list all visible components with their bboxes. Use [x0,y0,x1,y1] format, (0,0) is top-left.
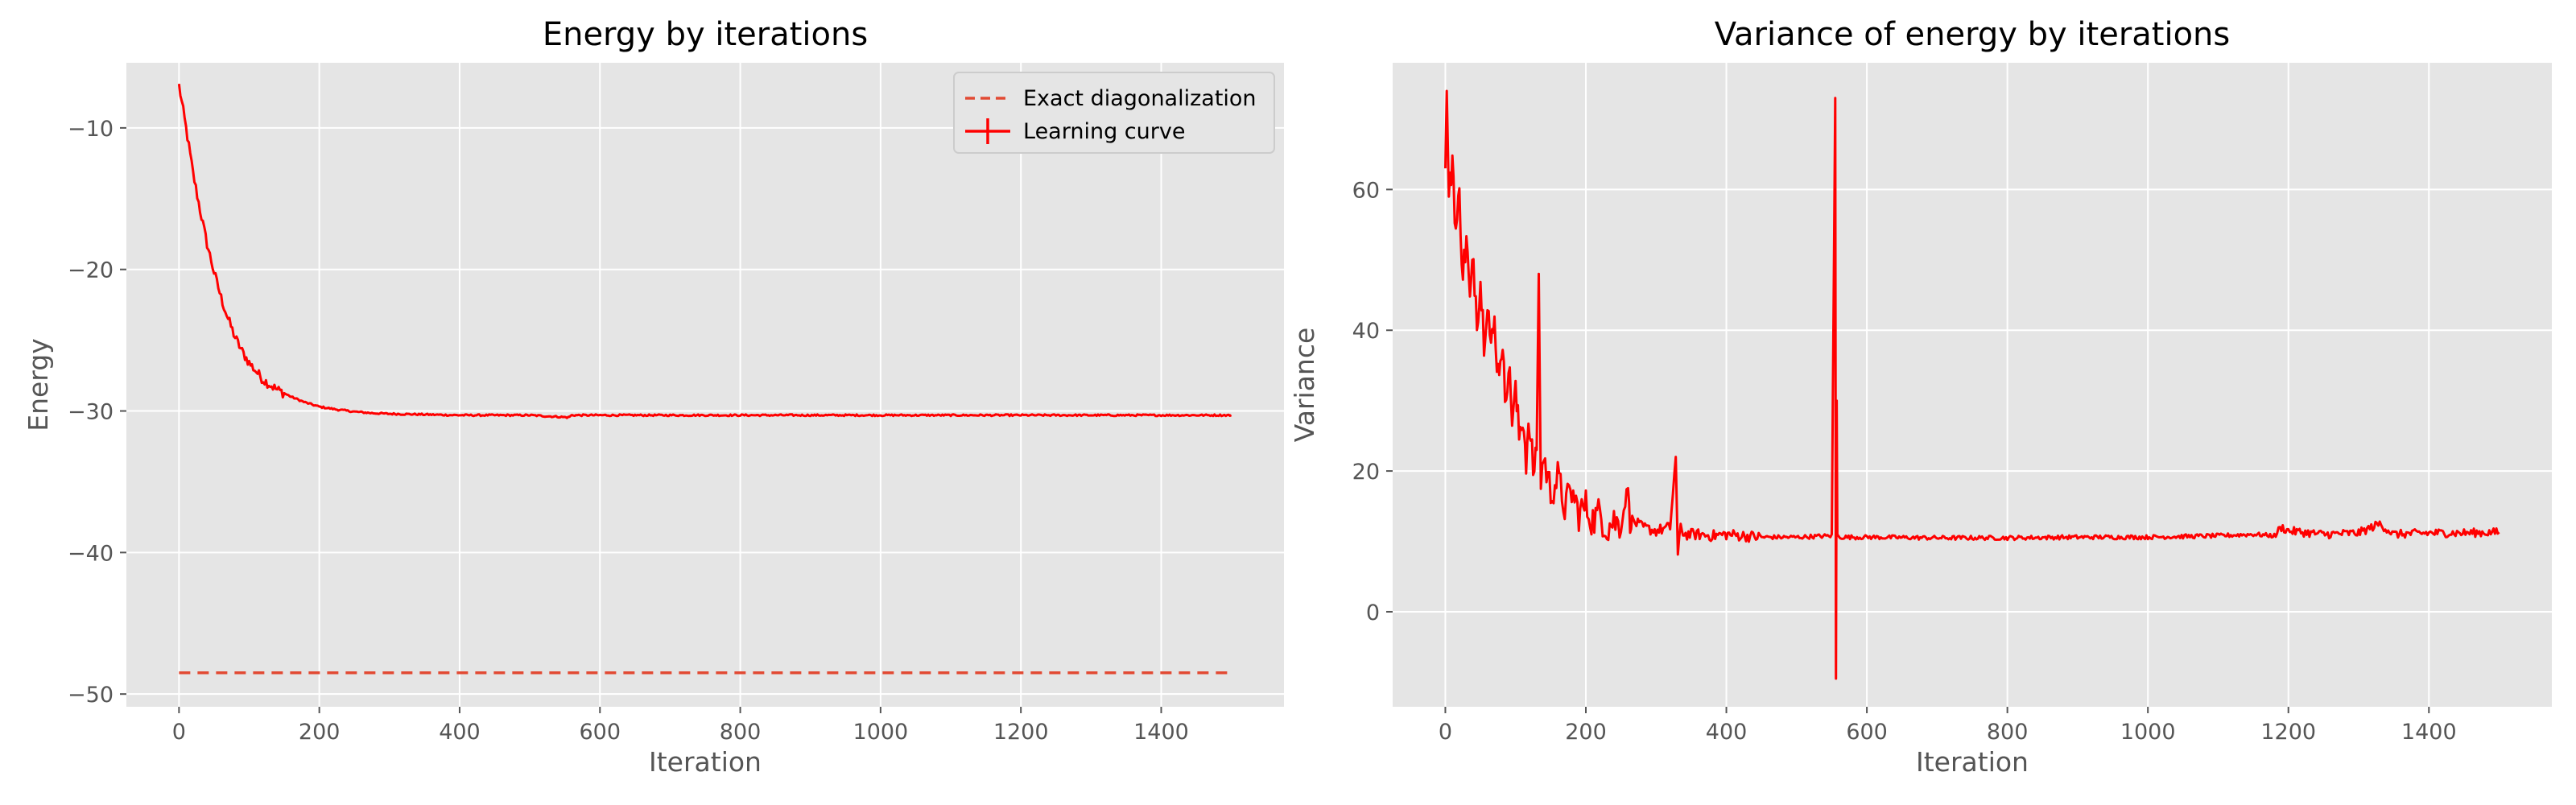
x-tick-label: 200 [299,720,341,745]
series-variance-line [1444,89,2500,680]
x-tick-label: 1000 [2120,720,2176,745]
x-tick-label: 1400 [2401,720,2457,745]
x-tick-label: 0 [1439,720,1452,745]
x-axis-label: Iteration [1916,746,2029,778]
chart-panel-1: 0 200 400 600 800 1000 1200 1400 −10 −20 −30 −40 −50… [23,16,1284,778]
y-tick-label: −20 [68,258,114,283]
x-tick-label: 800 [720,720,762,745]
y-tick-label: −30 [68,400,114,425]
legend: Exact diagonalization Learning curve [953,72,1275,154]
x-tick-label: 1000 [853,720,909,745]
plot-background [126,63,1284,707]
y-axis-label: Energy [23,338,54,431]
y-tick-label: −40 [68,541,114,566]
x-tick-label: 400 [1706,720,1748,745]
x-tick-label: 600 [579,720,621,745]
x-tick-label: 400 [439,720,481,745]
legend-box [953,72,1275,154]
x-tick-label: 1400 [1133,720,1189,745]
y-tick-label: −50 [68,683,114,708]
x-axis-label: Iteration [649,746,762,778]
legend-learning-curve-label: Learning curve [1023,119,1185,144]
y-tick-label: −10 [68,117,114,142]
x-tick-label: 600 [1846,720,1888,745]
y-tick-label: 60 [1352,178,1380,203]
chart-title: Energy by iterations [543,16,868,53]
series-learning-curve-line [177,84,1232,419]
y-tick-label: 40 [1352,319,1380,344]
x-tick-label: 0 [172,720,186,745]
x-tick-label: 200 [1565,720,1607,745]
chart-title: Variance of energy by iterations [1715,16,2230,53]
x-tick-label: 1200 [2260,720,2316,745]
plot-background [1393,63,2552,707]
chart-panel-2: 0 200 400 600 800 1000 1200 1400 0 20 40 60 Variance… [1289,16,2552,778]
x-tick-label: 800 [1987,720,2029,745]
y-tick-label: 0 [1366,601,1380,625]
legend-exact-diagonalization-label: Exact diagonalization [1023,86,1257,111]
y-tick-label: 20 [1352,460,1380,485]
y-axis-label: Variance [1289,328,1320,443]
x-tick-label: 1200 [993,720,1049,745]
